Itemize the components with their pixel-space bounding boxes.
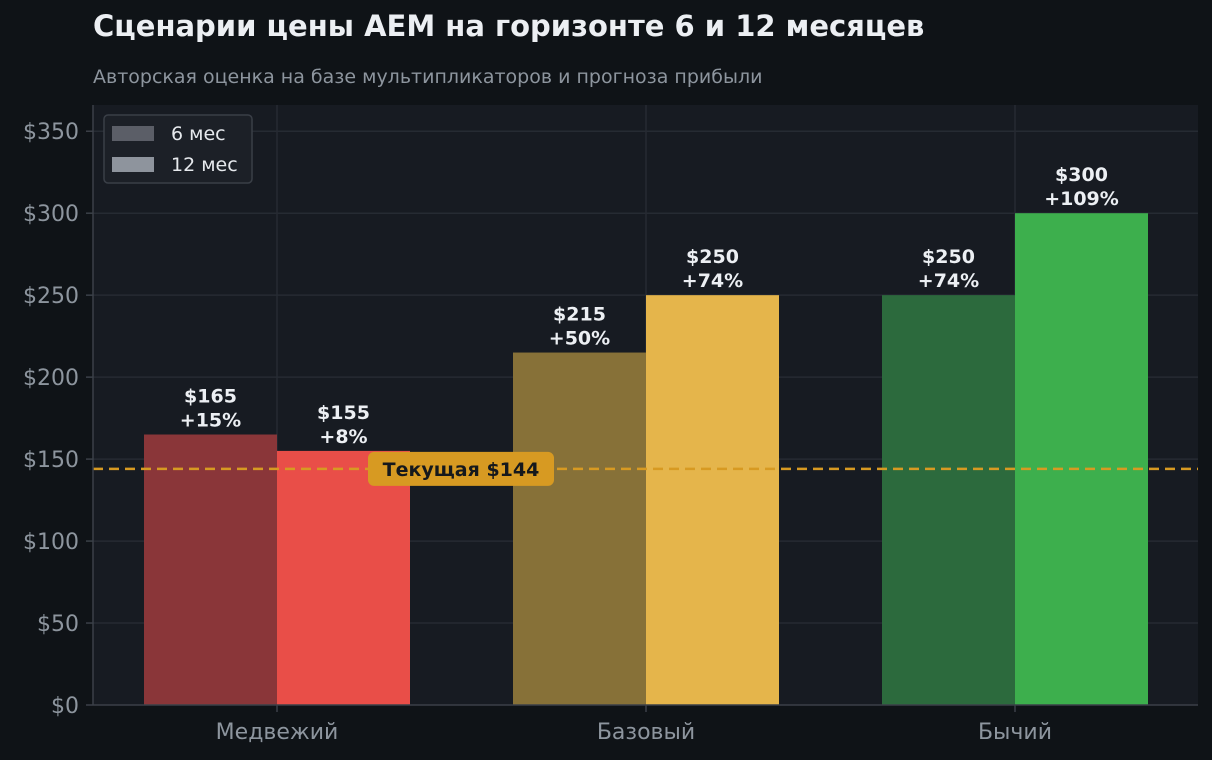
- bar-value-label: $250: [922, 246, 975, 268]
- y-tick-label: $250: [23, 284, 79, 309]
- bar: [882, 295, 1015, 705]
- bar-change-label: +74%: [918, 270, 979, 292]
- y-tick-label: $100: [23, 530, 79, 555]
- bar-change-label: +109%: [1044, 188, 1119, 210]
- legend-label: 6 мес: [171, 123, 226, 145]
- bar-change-label: +15%: [180, 410, 241, 432]
- bar-value-label: $300: [1055, 164, 1108, 186]
- current-price-badge: [368, 451, 554, 486]
- x-tick-label: Бычий: [978, 720, 1052, 745]
- bar: [1015, 213, 1148, 705]
- bar-change-label: +74%: [682, 270, 743, 292]
- y-tick-label: $150: [23, 448, 79, 473]
- chart-subtitle: Авторская оценка на базе мультипликаторо…: [93, 66, 763, 88]
- y-tick-label: $0: [51, 694, 79, 719]
- bar: [646, 295, 779, 705]
- current-price-label: Текущая $144: [383, 459, 540, 481]
- bar-change-label: +50%: [549, 328, 610, 350]
- y-tick-label: $300: [23, 202, 79, 227]
- legend-swatch: [112, 157, 154, 172]
- legend-swatch: [112, 126, 154, 141]
- bar-value-label: $155: [317, 402, 370, 424]
- bar: [513, 352, 646, 705]
- y-tick-label: $200: [23, 366, 79, 391]
- x-tick-label: Базовый: [597, 720, 695, 745]
- bar-value-label: $215: [553, 304, 606, 326]
- chart-title: Сценарии цены AEM на горизонте 6 и 12 ме…: [93, 9, 925, 43]
- bar-change-label: +8%: [319, 426, 367, 448]
- legend-label: 12 мес: [171, 154, 238, 176]
- bar-value-label: $250: [686, 246, 739, 268]
- bar: [144, 434, 277, 705]
- x-tick-label: Медвежий: [216, 720, 339, 745]
- y-tick-label: $350: [23, 120, 79, 145]
- bar: [277, 450, 410, 705]
- bar-value-label: $165: [184, 386, 237, 408]
- y-tick-label: $50: [37, 612, 79, 637]
